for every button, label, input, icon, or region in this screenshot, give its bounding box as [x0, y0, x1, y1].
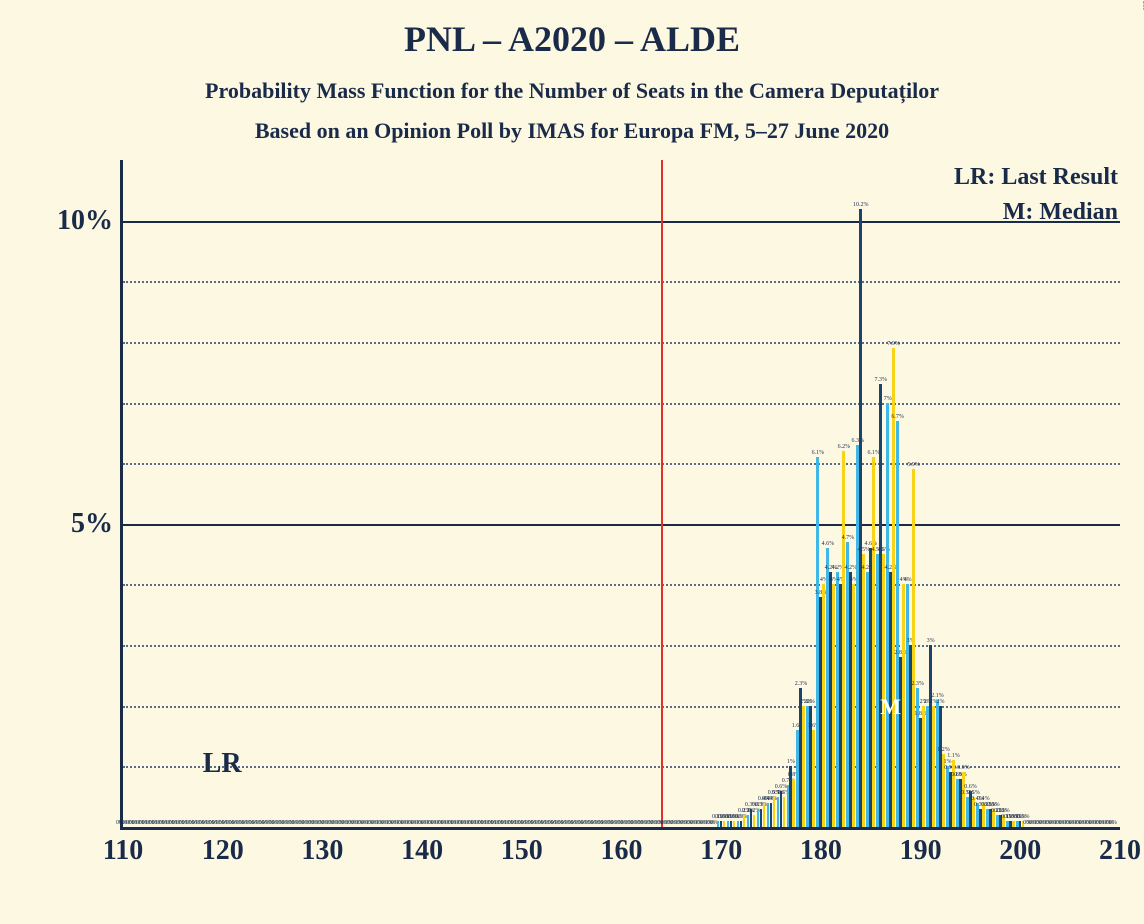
plot-area: LR: Last Result M: Median 5%10%110120130…: [120, 160, 1120, 830]
xtick-label: 150: [501, 827, 543, 867]
bar: [822, 584, 825, 827]
bar-value-label: 2.3%: [795, 681, 808, 687]
bar-value-label: 4.6%: [822, 541, 835, 547]
bar: [763, 803, 766, 827]
bar-value-label: 0.9%: [957, 765, 970, 771]
bar-value-label: 7%: [884, 396, 892, 402]
xtick-label: 110: [103, 827, 143, 867]
gridline-minor: [123, 463, 1120, 465]
bar-value-label: 0%: [1109, 820, 1117, 826]
bar: [862, 554, 865, 827]
legend: LR: Last Result M: Median: [954, 164, 1118, 234]
lr-line: [661, 160, 663, 827]
gridline-minor: [123, 342, 1120, 344]
ytick-label: 5%: [71, 508, 123, 540]
bar: [773, 797, 776, 827]
bar-value-label: 4.5%: [858, 547, 871, 553]
xtick-label: 200: [999, 827, 1041, 867]
bar-value-label: 6.1%: [867, 450, 880, 456]
chart-container: LR: Last Result M: Median 5% 10% 110 120 130…: [30, 160, 1120, 880]
bar-value-label: 2.8%: [894, 650, 907, 656]
bar-value-label: 6.7%: [891, 414, 904, 420]
bar-value-label: 2%: [937, 699, 945, 705]
bar: [753, 815, 756, 827]
median-label: M: [880, 694, 901, 720]
bar: [882, 554, 885, 827]
gridline-minor: [123, 403, 1120, 405]
bar-value-label: 6.3%: [852, 438, 865, 444]
xtick-label: 190: [900, 827, 942, 867]
bar: [802, 706, 805, 827]
ytick-label: 10%: [57, 205, 123, 237]
xtick-label: 130: [301, 827, 343, 867]
xtick-label: 120: [202, 827, 244, 867]
gridline-major: [123, 524, 1120, 526]
bar-value-label: 2%: [807, 699, 815, 705]
bar-value-label: 3.8%: [815, 590, 828, 596]
bar-value-label: 7.3%: [874, 377, 887, 383]
bar-value-label: 5.9%: [907, 462, 920, 468]
bar-value-label: 0.3%: [755, 802, 768, 808]
bar: [792, 779, 795, 828]
bar-value-label: 1.1%: [947, 753, 960, 759]
bar: [842, 451, 845, 827]
bar-value-label: 6.1%: [812, 450, 825, 456]
bar: [783, 797, 786, 827]
bar-value-label: 4%: [904, 577, 912, 583]
bar-value-label: 7.9%: [887, 341, 900, 347]
chart-title: PNL – A2020 – ALDE: [0, 0, 1144, 60]
bar: [733, 821, 736, 827]
xtick-label: 210: [1099, 827, 1141, 867]
bar-value-label: 1%: [787, 759, 795, 765]
bar: [832, 584, 835, 827]
bar: [812, 730, 815, 827]
bar: [932, 706, 935, 827]
bar: [922, 706, 925, 827]
copyright-text: © 2020 Filip van Laenen: [1140, 0, 1144, 10]
bar-value-label: 4.7%: [842, 535, 855, 541]
gridline-major: [123, 221, 1120, 223]
bar-value-label: 2.3%: [911, 681, 924, 687]
xtick-label: 180: [800, 827, 842, 867]
bar: [962, 772, 965, 827]
bar: [892, 348, 895, 827]
bar-value-label: 0.1%: [735, 814, 748, 820]
bar-value-label: 6.2%: [838, 444, 851, 450]
gridline-minor: [123, 706, 1120, 708]
bar-value-label: 1.8%: [914, 711, 927, 717]
bar: [852, 584, 855, 827]
gridline-minor: [123, 281, 1120, 283]
chart-subtitle-1: Probability Mass Function for the Number…: [0, 78, 1144, 104]
bar-value-label: 0.8%: [954, 772, 967, 778]
bar: [872, 457, 875, 827]
xtick-label: 160: [601, 827, 643, 867]
bar-value-label: 3%: [927, 638, 935, 644]
xtick-label: 170: [700, 827, 742, 867]
bar-value-label: 4.2%: [884, 565, 897, 571]
bar: [912, 469, 915, 827]
bar-value-label: 4.2%: [845, 565, 858, 571]
bar: [1012, 821, 1015, 827]
gridline-minor: [123, 584, 1120, 586]
gridline-minor: [123, 645, 1120, 647]
bar: [743, 815, 746, 827]
gridline-minor: [123, 766, 1120, 768]
bar: [723, 821, 726, 827]
bar: [902, 584, 905, 827]
bar-value-label: 0.4%: [765, 796, 778, 802]
bar: [952, 760, 955, 827]
legend-lr: LR: Last Result: [954, 164, 1118, 191]
xtick-label: 140: [401, 827, 443, 867]
lr-label: LR: [203, 748, 242, 780]
chart-subtitle-2: Based on an Opinion Poll by IMAS for Eur…: [0, 118, 1144, 144]
bar-value-label: 10.2%: [853, 202, 869, 208]
